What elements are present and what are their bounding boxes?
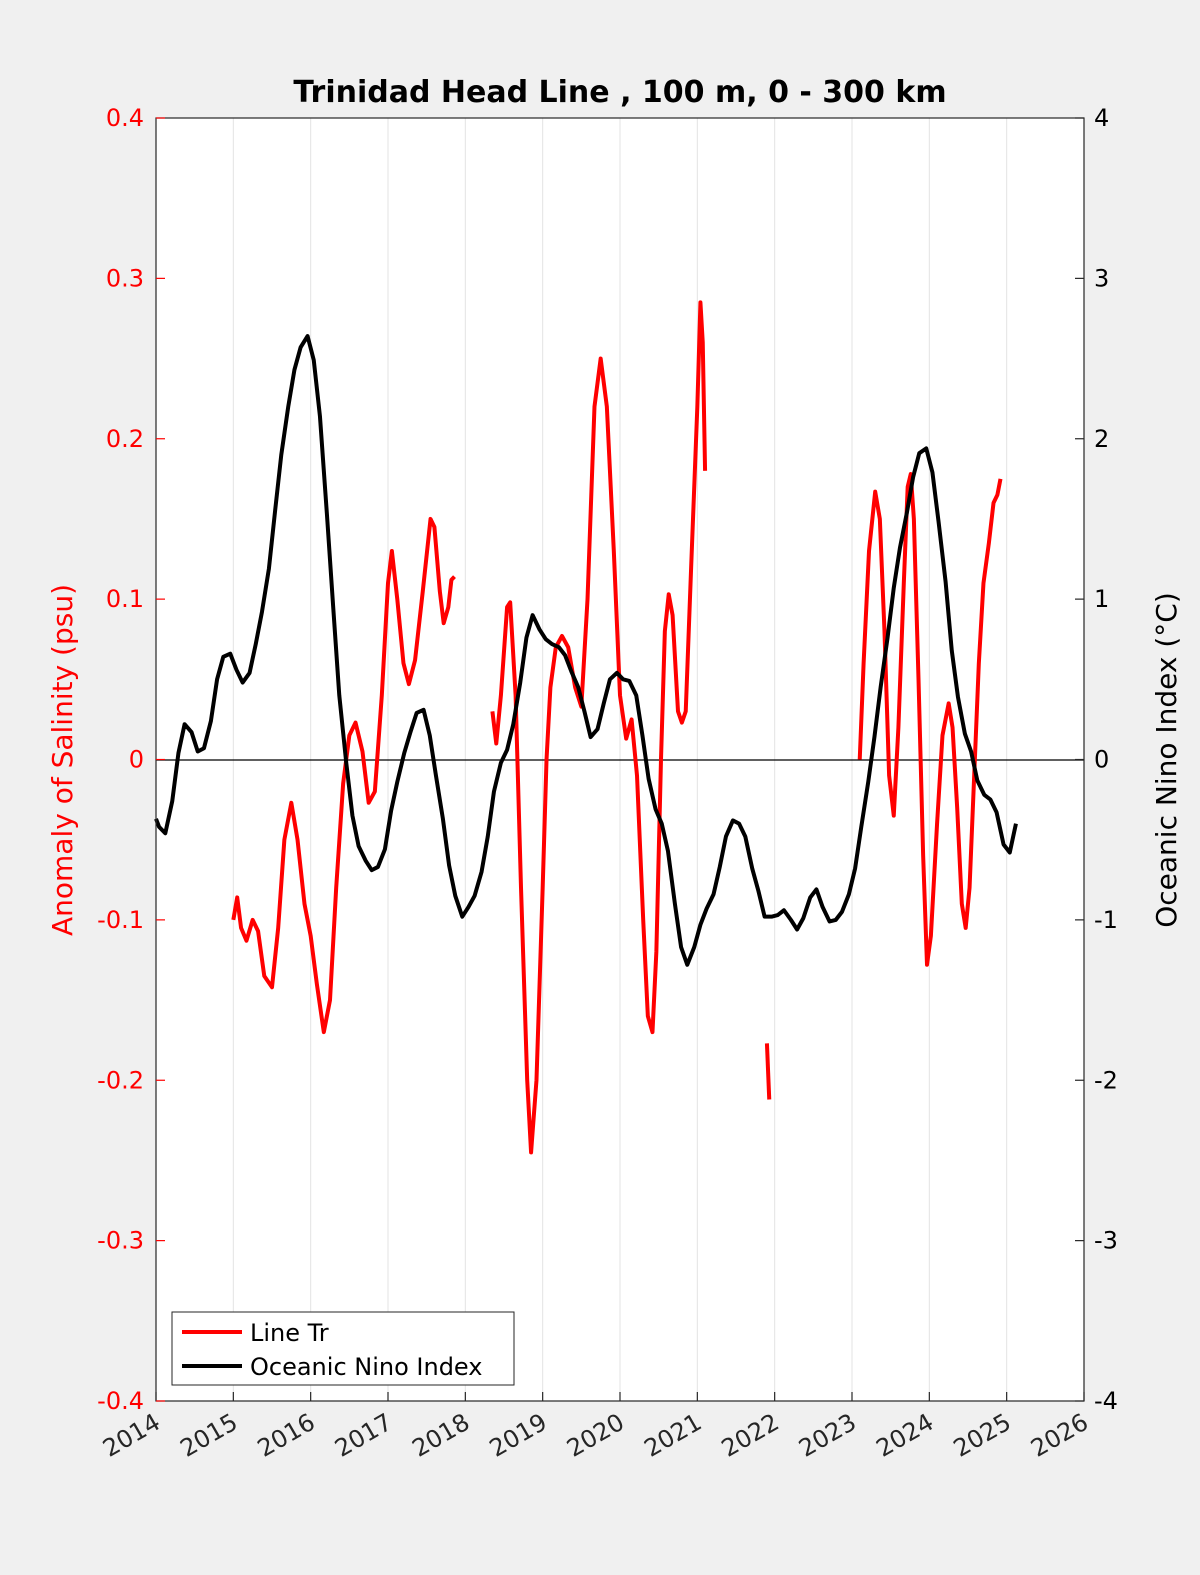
series-line-oceanic-nino-index <box>154 334 1018 967</box>
y-tick-label-right: -2 <box>1094 1066 1118 1094</box>
chart-title: Trinidad Head Line , 100 m, 0 - 300 km <box>293 75 946 110</box>
legend: Line Tr Oceanic Nino Index <box>171 1311 515 1386</box>
y-tick-label-left: 0 <box>129 746 144 774</box>
y-tick-label-left: -0.1 <box>97 906 144 934</box>
y-tick-label-left: 0.1 <box>106 585 144 613</box>
legend-label-line-tr: Line Tr <box>250 1319 329 1347</box>
series-line-line-tr <box>231 516 456 1035</box>
series-line-line-tr <box>764 1043 772 1100</box>
series-layer <box>154 300 1018 1155</box>
y-tick-label-right: 2 <box>1094 425 1109 453</box>
y-tick-label-left: 0.2 <box>106 425 144 453</box>
y-tick-label-left: 0.4 <box>106 104 144 132</box>
legend-box <box>171 1311 515 1386</box>
y-axis-label-left: Anomaly of Salinity (psu) <box>46 584 79 936</box>
y-tick-label-right: -4 <box>1094 1387 1118 1415</box>
y-tick-label-right: -3 <box>1094 1227 1118 1255</box>
y-tick-label-right: 1 <box>1094 585 1109 613</box>
legend-label-oni: Oceanic Nino Index <box>250 1353 482 1381</box>
y-tick-label-right: 0 <box>1094 746 1109 774</box>
tick-marks <box>155 117 1085 1402</box>
y-tick-label-right: -1 <box>1094 906 1118 934</box>
y-axis-label-right: Oceanic Nino Index (°C) <box>1150 592 1183 928</box>
y-tick-label-left: -0.4 <box>97 1387 144 1415</box>
y-tick-label-right: 3 <box>1094 264 1109 292</box>
y-tick-label-left: 0.3 <box>106 264 144 292</box>
series-line-line-tr <box>490 300 708 1155</box>
y-tick-label-right: 4 <box>1094 104 1109 132</box>
y-tick-label-left: -0.3 <box>97 1227 144 1255</box>
y-tick-label-left: -0.2 <box>97 1066 144 1094</box>
